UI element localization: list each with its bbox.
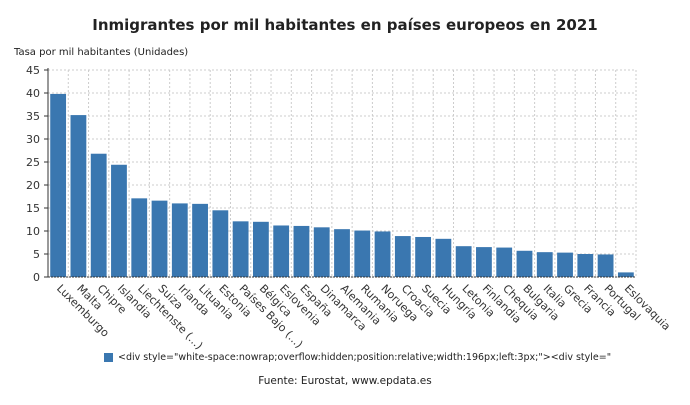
bar-chequia <box>496 247 513 277</box>
y-axis-label: Tasa por mil habitantes (Unidades) <box>14 47 189 58</box>
bar-hungría <box>435 238 452 277</box>
bar-malta <box>70 115 87 277</box>
bar-estonia <box>212 210 229 277</box>
y-tick-label: 45 <box>26 64 40 77</box>
source-note: Fuente: Eurostat, www.epdata.es <box>258 375 432 387</box>
bar-liechtenste- <box>131 198 148 277</box>
y-tick-label: 25 <box>26 156 40 169</box>
legend-swatch <box>104 353 113 362</box>
bar-bulgaria <box>516 250 533 277</box>
legend: <div style="white-space:nowrap;overflow:… <box>104 352 611 363</box>
bar-lituania <box>192 203 208 277</box>
y-tick-label: 35 <box>26 110 40 123</box>
y-tick-label: 40 <box>26 87 40 100</box>
bar-italia <box>536 252 553 277</box>
y-tick-label: 15 <box>26 202 40 215</box>
bar-letonia <box>455 246 472 277</box>
bar-portugal <box>597 254 614 277</box>
bar-españa <box>293 225 310 277</box>
y-tick-label: 20 <box>26 179 40 192</box>
bar-croacia <box>394 236 411 277</box>
bar-finlandia <box>476 247 492 277</box>
bar-irlanda <box>171 203 188 277</box>
legend-label: <div style="white-space:nowrap;overflow:… <box>118 352 612 363</box>
bar-países-bajo- <box>232 221 249 277</box>
bar-suecia <box>415 236 432 277</box>
bar-eslovenia <box>273 225 290 277</box>
y-tick-label: 0 <box>33 271 40 284</box>
bar-dinamarca <box>313 227 330 277</box>
bar-noruega <box>374 231 391 277</box>
y-tick-label: 30 <box>26 133 40 146</box>
bar-chipre <box>90 153 107 277</box>
y-tick-label: 5 <box>33 248 40 261</box>
chart-title: Inmigrantes por mil habitantes en países… <box>92 16 598 34</box>
y-tick-label: 10 <box>26 225 40 238</box>
bar-grecia <box>557 252 573 277</box>
bar-suiza <box>151 200 168 277</box>
bar-islandia <box>111 164 127 277</box>
bar-bélgica <box>252 221 269 277</box>
bar-eslovaquia <box>617 272 634 277</box>
bar-rumania <box>354 230 371 277</box>
bar-luxemburgo <box>50 93 67 277</box>
bar-alemania <box>334 229 350 277</box>
bar-francia <box>577 254 594 277</box>
